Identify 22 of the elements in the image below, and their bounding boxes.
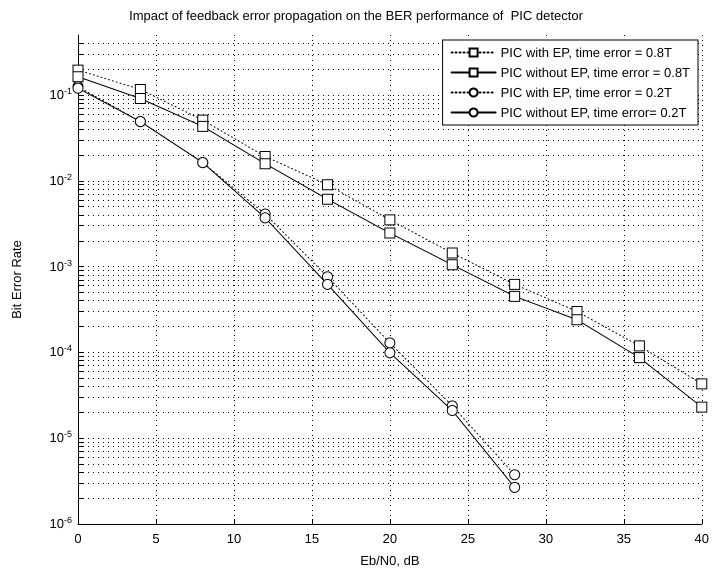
y-tick-label: 10$^{-6}$ [50,515,72,533]
x-axis-title: Eb/N0, dB [360,553,420,568]
x-tick-label: 30 [538,531,554,546]
x-tick-label: 0 [74,531,82,546]
x-tick-label: 35 [616,531,632,546]
y-tick-label: 10$^{-3}$ [50,258,72,276]
legend-label: PIC without EP, time error = 0.8T [500,65,690,80]
y-tick-label: 10$^{-5}$ [50,429,72,448]
legend-label: PIC with EP, time error = 0.8T [500,45,672,60]
x-tick-label: 20 [382,531,398,546]
x-tick-label: 15 [304,531,320,546]
x-tick-label: 40 [694,531,710,546]
y-tick-label: 10$^{-4}$ [50,343,72,362]
y-tick-label: 10$^{-1}$ [50,86,72,104]
legend-label: PIC with EP, time error = 0.2T [500,85,672,100]
y-axis-title: Bit Error Rate [9,240,24,319]
x-tick-label: 5 [152,531,160,546]
x-tick-label: 25 [460,531,476,546]
x-tick-label: 10 [226,531,242,546]
chart-title: Impact of feedback error propagation on the BER performance of PIC detector [129,8,584,23]
legend-label: PIC without EP, time error= 0.2T [500,105,686,120]
y-tick-label: 10$^{-2}$ [50,172,72,190]
